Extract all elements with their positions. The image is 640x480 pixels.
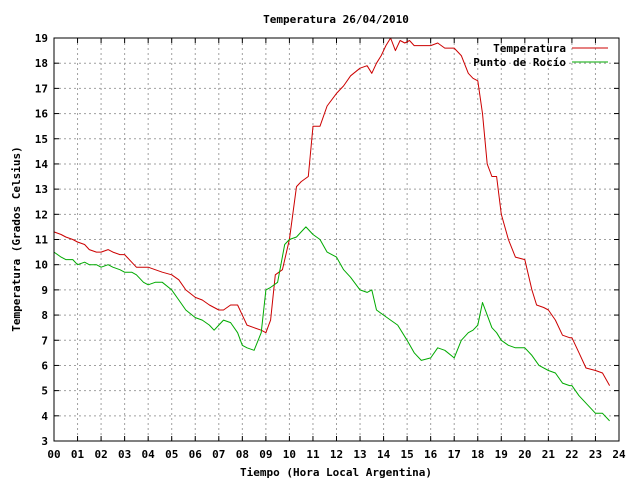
x-tick-label: 15 xyxy=(401,448,414,461)
y-tick-label: 15 xyxy=(35,133,48,146)
y-tick-label: 14 xyxy=(35,158,49,171)
y-tick-label: 6 xyxy=(41,359,48,372)
y-tick-label: 11 xyxy=(35,234,49,247)
x-tick-label: 18 xyxy=(471,448,484,461)
chart-title: Temperatura 26/04/2010 xyxy=(263,13,409,26)
y-tick-label: 16 xyxy=(35,108,49,121)
grid-lines xyxy=(54,38,619,441)
x-tick-label: 08 xyxy=(236,448,249,461)
y-tick-label: 13 xyxy=(35,183,48,196)
y-tick-label: 19 xyxy=(35,32,48,45)
legend-label: Temperatura xyxy=(493,42,566,55)
x-tick-label: 16 xyxy=(424,448,438,461)
series-line-punto-de-rocio xyxy=(53,226,610,422)
y-axis-label: Temperatura (Grados Celsius) xyxy=(10,146,23,331)
y-tick-label: 12 xyxy=(35,208,48,221)
x-tick-label: 23 xyxy=(589,448,602,461)
x-tick-label: 04 xyxy=(142,448,156,461)
series-lines xyxy=(53,37,611,422)
x-axis-ticks: 00 01 02 03 04 05 06 07 08 09 10 11 12 13 14 15 16 17 18 19… xyxy=(47,38,626,461)
x-axis-label: Tiempo (Hora Local Argentina) xyxy=(240,466,432,479)
y-tick-label: 3 xyxy=(41,435,48,448)
y-tick-label: 8 xyxy=(41,309,48,322)
x-tick-label: 06 xyxy=(189,448,203,461)
x-tick-label: 21 xyxy=(542,448,556,461)
series-line-temperatura xyxy=(53,37,611,386)
x-tick-label: 03 xyxy=(118,448,131,461)
x-tick-label: 22 xyxy=(565,448,578,461)
x-tick-label: 07 xyxy=(212,448,225,461)
y-tick-label: 9 xyxy=(41,284,48,297)
x-tick-label: 02 xyxy=(94,448,107,461)
plot-border xyxy=(53,37,620,442)
x-tick-label: 00 xyxy=(47,448,60,461)
x-tick-label: 10 xyxy=(283,448,296,461)
y-tick-label: 17 xyxy=(35,82,48,95)
y-tick-label: 18 xyxy=(35,57,48,70)
x-tick-label: 05 xyxy=(165,448,178,461)
y-tick-label: 7 xyxy=(41,334,48,347)
x-tick-label: 24 xyxy=(612,448,626,461)
x-tick-label: 19 xyxy=(495,448,508,461)
x-tick-label: 13 xyxy=(353,448,366,461)
x-tick-label: 11 xyxy=(306,448,320,461)
y-axis-ticks: 3 4 5 6 7 8 9 10 11 12 13 14 15 16 17 18 19 xyxy=(35,32,619,448)
x-tick-label: 20 xyxy=(518,448,531,461)
y-tick-label: 5 xyxy=(41,385,48,398)
x-tick-label: 12 xyxy=(330,448,343,461)
x-tick-label: 01 xyxy=(71,448,85,461)
y-tick-label: 10 xyxy=(35,259,48,272)
y-tick-label: 4 xyxy=(41,410,48,423)
x-tick-label: 09 xyxy=(259,448,272,461)
legend-label: Punto de Rocío xyxy=(473,56,566,69)
x-tick-label: 14 xyxy=(377,448,391,461)
x-tick-label: 17 xyxy=(448,448,461,461)
